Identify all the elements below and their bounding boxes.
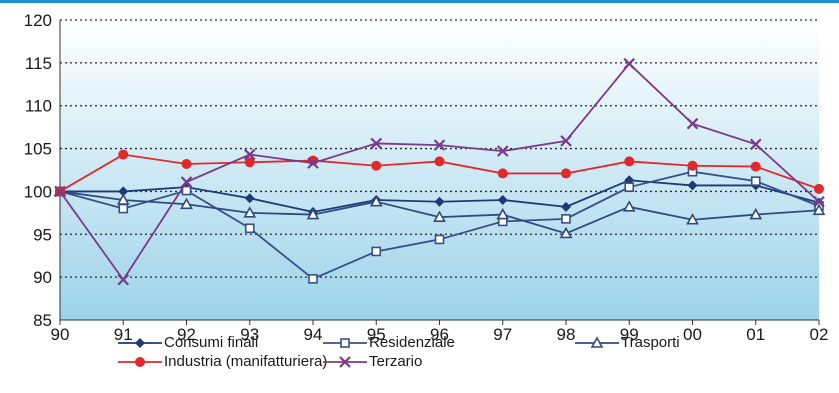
data-point-residenziale — [561, 214, 571, 224]
data-point-terzario — [496, 145, 509, 157]
legend-item: Terzario — [323, 353, 422, 370]
legend-label: Residenziale — [369, 334, 455, 351]
data-point-industria-manifatturiera — [181, 159, 192, 169]
y-tick-label: 95 — [33, 225, 52, 244]
data-point-terzario — [433, 139, 446, 151]
y-tick-label: 85 — [33, 311, 52, 330]
top-rule — [0, 0, 839, 3]
data-point-industria-manifatturiera — [814, 183, 824, 194]
y-tick-label: 120 — [24, 11, 52, 30]
y-tick-label: 90 — [33, 268, 52, 287]
data-point-trasporti — [180, 197, 193, 210]
data-point-terzario — [243, 148, 256, 161]
data-point-industria-manifatturiera — [624, 156, 635, 167]
legend-label: Trasporti — [621, 334, 680, 351]
data-point-trasporti — [433, 210, 446, 222]
x-tick-label: 00 — [683, 325, 702, 344]
data-point-trasporti — [812, 203, 826, 216]
y-tick-label: 115 — [25, 54, 52, 73]
data-point-consumi-finali — [244, 193, 255, 204]
data-point-consumi-finali — [434, 196, 445, 207]
y-tick-label: 110 — [25, 97, 52, 116]
series-trasporti — [53, 184, 826, 239]
data-point-terzario — [686, 117, 699, 130]
data-point-industria-manifatturiera — [750, 161, 761, 172]
data-point-industria-manifatturiera — [244, 157, 255, 168]
series-industria-manifatturiera — [55, 149, 824, 197]
x-tick-label: 91 — [114, 325, 133, 344]
data-point-terzario — [370, 137, 383, 150]
legend-item: Trasporti — [575, 334, 680, 351]
data-point-consumi-finali — [687, 180, 698, 191]
data-point-trasporti — [496, 207, 510, 220]
x-tick-label: 95 — [367, 325, 386, 344]
data-point-consumi-finali — [561, 201, 571, 212]
data-point-industria-manifatturiera — [497, 168, 508, 179]
legend-swatch-marker — [339, 356, 351, 368]
x-tick-label: 02 — [810, 325, 829, 344]
data-point-industria-manifatturiera — [118, 149, 129, 160]
data-point-residenziale — [750, 176, 761, 186]
legend-label: Industria (manifatturiera) — [164, 353, 327, 370]
legend: Consumi finali Residenziale Trasporti Indus… — [118, 334, 680, 370]
x-tick-label: 90 — [51, 325, 70, 344]
series-residenziale — [55, 166, 824, 284]
data-point-trasporti — [749, 207, 763, 220]
data-point-terzario — [307, 157, 319, 169]
data-point-residenziale — [624, 182, 635, 192]
data-point-trasporti — [243, 206, 257, 218]
data-point-terzario — [117, 273, 130, 286]
data-point-residenziale — [181, 185, 192, 196]
data-point-residenziale — [308, 274, 318, 284]
data-point-terzario — [623, 57, 636, 70]
data-point-residenziale — [118, 203, 129, 214]
series-terzario — [54, 57, 825, 286]
x-tick-label: 99 — [620, 325, 639, 344]
data-point-residenziale — [434, 234, 445, 245]
data-point-terzario — [54, 185, 66, 198]
legend-item: Consumi finali — [118, 334, 258, 351]
legend-item: Residenziale — [323, 334, 455, 351]
y-tick-label: 100 — [24, 182, 52, 201]
data-point-trasporti — [686, 213, 699, 225]
data-point-industria-manifatturiera — [687, 160, 698, 171]
plot-area — [60, 20, 819, 320]
data-point-residenziale — [371, 246, 382, 257]
x-tick-label: 92 — [177, 325, 196, 344]
legend-swatch-marker — [590, 336, 604, 348]
data-point-residenziale — [244, 223, 255, 234]
data-point-trasporti — [116, 193, 130, 205]
legend-label: Consumi finali — [164, 334, 258, 351]
data-point-industria-manifatturiera — [371, 160, 382, 171]
x-tick-label: 96 — [430, 325, 449, 344]
data-point-industria-manifatturiera — [561, 168, 571, 179]
data-point-trasporti — [622, 200, 636, 212]
data-point-terzario — [180, 176, 193, 188]
data-point-consumi-finali — [497, 195, 508, 205]
data-point-trasporti — [559, 226, 573, 239]
x-tick-label: 97 — [493, 325, 512, 344]
data-point-terzario — [813, 195, 825, 208]
legend-item: Industria (manifatturiera) — [118, 353, 327, 370]
data-point-terzario — [749, 138, 762, 151]
legend-label: Terzario — [369, 353, 422, 370]
data-point-terzario — [560, 135, 572, 147]
x-tick-label: 93 — [240, 325, 259, 344]
data-point-industria-manifatturiera — [434, 156, 445, 167]
data-point-consumi-finali — [118, 186, 129, 197]
x-tick-label: 94 — [304, 325, 323, 344]
series-layer — [53, 57, 826, 286]
legend-swatch-marker — [340, 338, 350, 348]
data-point-trasporti — [306, 207, 320, 220]
legend-swatch-marker — [135, 357, 145, 367]
x-tick-label: 98 — [557, 325, 576, 344]
y-tick-label: 105 — [24, 140, 52, 159]
legend-swatch-marker — [135, 338, 145, 348]
data-point-trasporti — [369, 195, 383, 207]
x-tick-label: 01 — [746, 325, 765, 344]
